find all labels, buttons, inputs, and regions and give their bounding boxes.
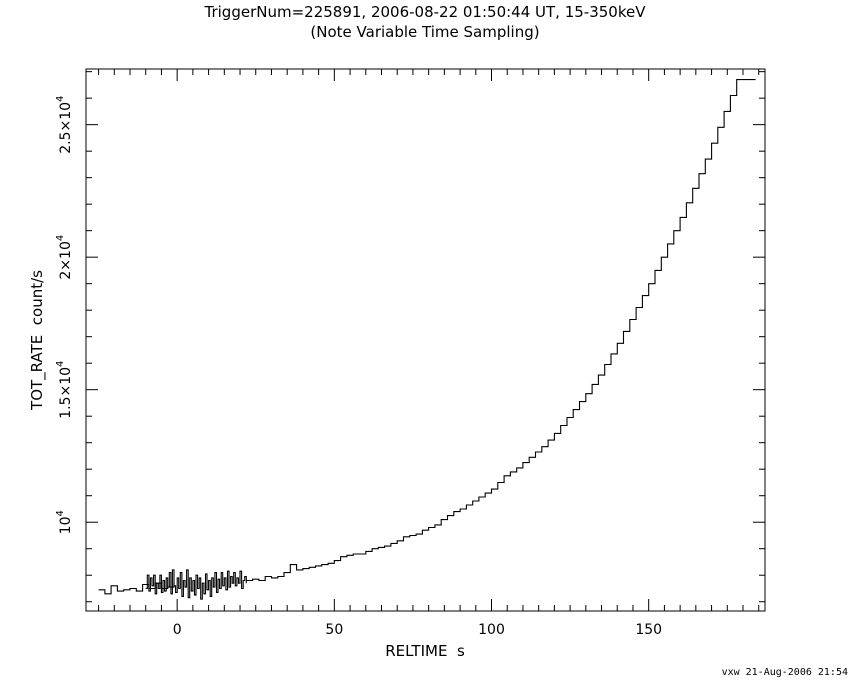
x-tick-label: 150 xyxy=(635,622,662,638)
x-axis-label: RELTIME s xyxy=(385,642,465,660)
y-tick-label: 1.5×104 xyxy=(55,361,74,419)
x-tick-label: 100 xyxy=(478,622,505,638)
x-tick-label: 50 xyxy=(325,622,343,638)
chart-title: TriggerNum=225891, 2006-08-22 01:50:44 U… xyxy=(204,3,646,21)
y-axis-label: TOT_RATE count/s xyxy=(28,270,47,411)
data-layer xyxy=(98,79,756,600)
footer-stamp: vxw 21-Aug-2006 21:54 xyxy=(721,667,848,678)
ticks-layer: 0 50 100 150 104 1.5×104 2×104 2.5×104 xyxy=(55,69,765,638)
rate-step-curve xyxy=(145,569,247,600)
y-tick-label: 104 xyxy=(55,510,74,534)
y-tick-label: 2×104 xyxy=(55,235,74,280)
y-tick-label: 2.5×104 xyxy=(55,96,74,154)
plot-frame xyxy=(85,68,766,612)
x-tick-label: 0 xyxy=(173,622,182,638)
rate-step-curve xyxy=(246,79,756,582)
chart-subtitle: (Note Variable Time Sampling) xyxy=(310,23,540,41)
